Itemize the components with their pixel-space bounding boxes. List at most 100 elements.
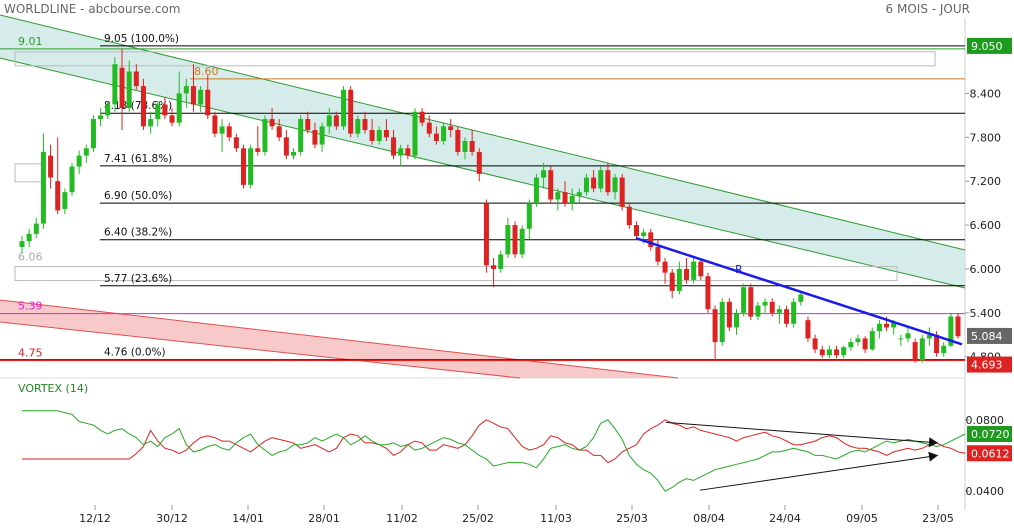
candle-body xyxy=(826,349,832,356)
candle-body xyxy=(462,140,468,152)
candle-body xyxy=(755,305,761,317)
candle-body xyxy=(362,119,368,131)
candle-body xyxy=(505,225,511,255)
candle-body xyxy=(705,276,711,310)
candle-body xyxy=(448,126,454,131)
candle-body xyxy=(848,342,854,348)
candle-body xyxy=(591,177,597,189)
candle-body xyxy=(319,126,325,145)
candle-body xyxy=(769,301,775,313)
candle-body xyxy=(183,86,189,94)
candle-body xyxy=(98,115,104,120)
candle-body xyxy=(333,115,339,127)
candle-body xyxy=(148,119,154,127)
candle-body xyxy=(369,130,375,141)
candle-body xyxy=(555,192,561,200)
candle-body xyxy=(819,349,825,356)
candle-body xyxy=(569,195,575,204)
candle-body xyxy=(648,232,654,248)
candle-body xyxy=(226,126,232,138)
candle-body xyxy=(583,177,589,193)
candle-body xyxy=(341,89,347,127)
candle-body xyxy=(326,115,332,127)
candle-body xyxy=(248,148,254,185)
vortex-badge-text: 0.0720 xyxy=(971,428,1010,441)
candle-body xyxy=(576,192,582,196)
candle-body xyxy=(662,261,668,273)
price-axis-label: 6.600 xyxy=(970,219,1002,232)
x-axis-label: 11/02 xyxy=(386,512,418,525)
x-axis-label: 30/12 xyxy=(156,512,188,525)
candle-body xyxy=(548,170,554,200)
price-badge xyxy=(967,356,1012,373)
fib-label: 5.77 (23.6%) xyxy=(104,273,172,285)
vortex-upper-arrow-line xyxy=(665,421,939,444)
candle-body xyxy=(512,225,518,255)
candle-body xyxy=(355,119,361,134)
candle-body xyxy=(748,287,754,317)
candle-body xyxy=(898,338,904,340)
candle-body xyxy=(912,342,918,361)
vortex-badge xyxy=(967,445,1012,462)
candle-body xyxy=(869,331,875,350)
candle-body xyxy=(955,316,961,337)
candle-body xyxy=(884,323,890,328)
candle-body xyxy=(119,67,125,109)
candle-body xyxy=(312,130,318,145)
orange-level-label: 8.60 xyxy=(194,65,219,78)
candle-body xyxy=(719,301,725,343)
candle-body xyxy=(383,130,389,138)
candle-body xyxy=(698,261,704,277)
candle-body xyxy=(905,333,911,339)
candle-body xyxy=(276,126,282,138)
candle-body xyxy=(784,309,790,324)
left-level-label: 6.06 xyxy=(18,251,43,264)
candle-body xyxy=(598,170,604,189)
candle-body xyxy=(176,93,182,123)
candle-body xyxy=(76,155,82,167)
candle-body xyxy=(269,119,275,127)
trend-line-label: R xyxy=(735,263,743,276)
candle-body xyxy=(255,148,261,152)
candle-body xyxy=(612,177,618,193)
candle-body xyxy=(941,345,947,354)
candle-body xyxy=(812,338,818,350)
candle-body xyxy=(48,155,54,178)
x-axis-label: 12/12 xyxy=(79,512,111,525)
candle-body xyxy=(669,272,675,291)
candle-body xyxy=(526,203,532,229)
candle-body xyxy=(140,86,146,127)
candle-body xyxy=(298,119,304,152)
candle-body xyxy=(455,130,461,152)
candle-body xyxy=(412,111,418,156)
candle-body xyxy=(433,133,439,141)
fib-label: 4.76 (0.0%) xyxy=(104,347,166,359)
price-badge xyxy=(967,37,1012,54)
candle-body xyxy=(533,177,539,204)
candle-body xyxy=(498,254,504,269)
candle-body xyxy=(69,166,75,193)
candle-body xyxy=(126,71,132,109)
candle-body xyxy=(391,137,397,156)
candle-body xyxy=(205,89,211,116)
candle-body xyxy=(112,64,118,105)
candle-body xyxy=(734,312,740,328)
candle-body xyxy=(948,316,954,346)
candle-body xyxy=(262,119,268,152)
candle-body xyxy=(40,151,46,224)
zone-box-mid xyxy=(14,163,46,183)
x-axis-label: 09/05 xyxy=(846,512,878,525)
candle-body xyxy=(305,119,311,131)
candle-body xyxy=(619,177,625,207)
price-badge xyxy=(967,327,1012,344)
left-level-label: 9.01 xyxy=(18,35,43,48)
candle-body xyxy=(219,126,225,134)
candle-body xyxy=(841,347,847,356)
lower-band-bottom-line xyxy=(0,321,521,379)
candle-body xyxy=(691,261,697,280)
x-axis-label: 08/04 xyxy=(693,512,725,525)
vortex-axis-label: 0.0400 xyxy=(966,485,1005,498)
candle-body xyxy=(805,320,811,339)
candle-body xyxy=(876,323,882,332)
candle-body xyxy=(441,126,447,141)
